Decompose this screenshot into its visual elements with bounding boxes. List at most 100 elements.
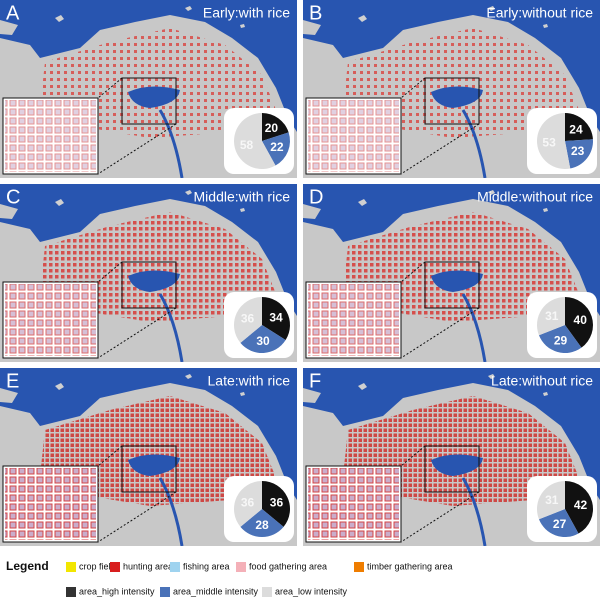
legend-title: Legend (6, 559, 49, 573)
zoom-leader (97, 445, 123, 467)
pie-slice (538, 325, 582, 353)
zoom-leader (400, 261, 426, 283)
zoom-box (121, 445, 177, 493)
pie-value-label: 28 (255, 518, 269, 532)
zoom-box (424, 77, 480, 125)
inset-grid (308, 284, 399, 356)
pie-value-label: 29 (554, 334, 568, 348)
inset-grid (5, 100, 96, 172)
river (461, 293, 487, 362)
legend-swatch (236, 562, 246, 572)
zoom-box (424, 261, 480, 309)
pie-value-label: 53 (542, 136, 556, 150)
river (158, 109, 184, 178)
pie-slice (262, 297, 290, 341)
legend-swatch (66, 587, 76, 597)
zoom-leader (400, 77, 426, 99)
pie-slice (234, 113, 276, 170)
pie-slice (234, 481, 262, 527)
zoom-leader (400, 445, 426, 467)
pie-slice (537, 297, 565, 336)
zoom-box (424, 445, 480, 493)
pie-value-label: 36 (241, 495, 255, 509)
inset-grid (5, 284, 96, 356)
pie-value-label: 30 (256, 334, 270, 348)
legend-label: timber gathering area (367, 561, 453, 571)
bay (431, 270, 483, 292)
river (158, 293, 184, 362)
map-panel: D Middle:without rice 40 29 31 (303, 184, 600, 362)
legend-swatch (160, 587, 170, 597)
legend-label: crop field (79, 561, 116, 571)
panel-letter: D (309, 186, 323, 208)
panel-letter: A (6, 2, 20, 24)
map-panel: F Late:without rice 42 27 31 (303, 368, 600, 546)
pie-slice (537, 113, 571, 169)
pie-value-label: 23 (571, 144, 585, 158)
zoom-box (121, 77, 177, 125)
legend-label: fishing area (183, 561, 230, 571)
pie-slice (538, 509, 579, 537)
pie-value-label: 27 (553, 517, 567, 531)
panel-title: Early:with rice (203, 5, 290, 21)
panel-title: Middle:with rice (194, 189, 291, 205)
panel-letter: B (309, 2, 322, 24)
pie-value-label: 24 (569, 123, 583, 137)
pie-slice (262, 113, 289, 141)
legend-swatch (262, 587, 272, 597)
pie-value-label: 40 (574, 313, 588, 327)
bay (431, 86, 483, 108)
zoom-leader (97, 307, 177, 359)
pie-slice (262, 132, 290, 166)
legend-label: food gathering area (249, 561, 327, 571)
pie-value-label: 22 (270, 140, 284, 154)
legend-swatch (110, 562, 120, 572)
zoom-leader (400, 307, 480, 359)
zoom-leader (97, 491, 177, 543)
river (461, 109, 487, 178)
pie-slice (262, 481, 290, 527)
pie-slice (240, 325, 286, 353)
inset-grid (308, 468, 399, 540)
bay (128, 454, 180, 476)
river (158, 477, 184, 546)
zoom-box (121, 261, 177, 309)
map-panel: B Early:without rice 24 23 53 (303, 0, 600, 178)
pie-value-label: 31 (545, 493, 559, 507)
river (461, 477, 487, 546)
pie-value-label: 58 (240, 138, 254, 152)
panel-title: Late:with rice (208, 373, 291, 389)
panel-title: Late:without rice (491, 373, 593, 389)
zoom-leader (97, 77, 123, 99)
panel-letter: F (309, 370, 321, 392)
pie-slice (537, 481, 565, 520)
pie-slice (565, 113, 593, 141)
pie-value-label: 20 (265, 121, 279, 135)
bay (128, 86, 180, 108)
pie-value-label: 34 (269, 310, 283, 324)
panel-title: Early:without rice (486, 5, 593, 21)
legend-swatch (354, 562, 364, 572)
pie-value-label: 42 (574, 498, 588, 512)
legend-swatch (66, 562, 76, 572)
zoom-leader (400, 491, 480, 543)
zoom-leader (97, 261, 123, 283)
pie-slice (234, 297, 262, 343)
pie-slice (565, 481, 593, 534)
inset-grid (5, 468, 96, 540)
inset-grid (308, 100, 399, 172)
panel-letter: C (6, 186, 20, 208)
panel-title: Middle:without rice (477, 189, 593, 205)
legend-label: hunting area (123, 561, 173, 571)
pie-slice (240, 509, 284, 537)
pie-slice (565, 139, 593, 169)
zoom-leader (400, 123, 480, 175)
bay (128, 270, 180, 292)
legend-label: area_high intensity (79, 586, 155, 596)
pie-value-label: 31 (545, 309, 559, 323)
legend-swatch (170, 562, 180, 572)
pie-value-label: 36 (270, 495, 284, 509)
legend-label: area_middle intensity (173, 586, 259, 596)
